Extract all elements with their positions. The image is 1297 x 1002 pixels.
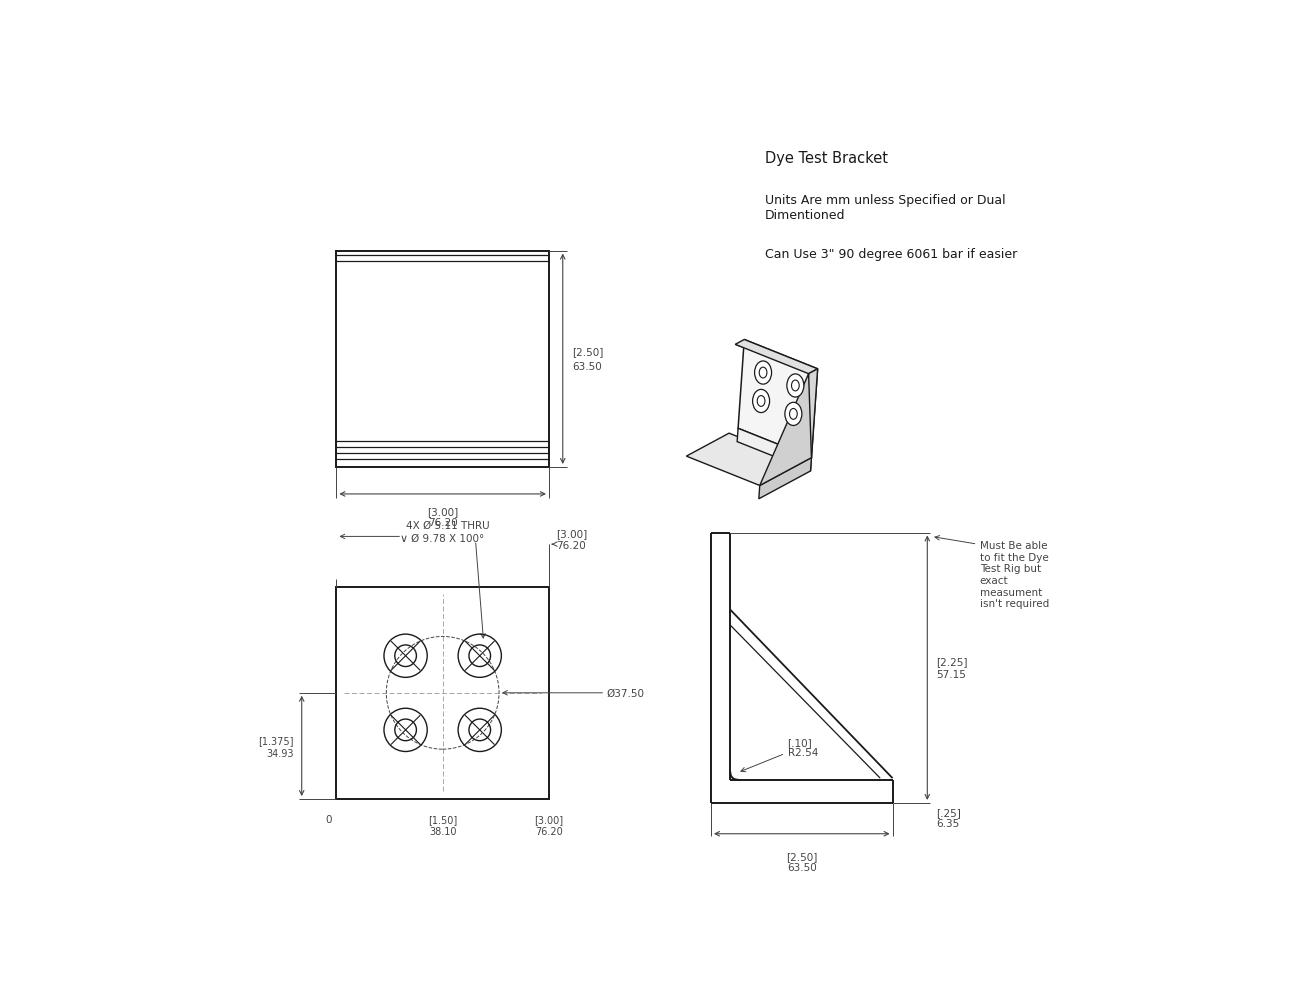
Polygon shape [759, 458, 812, 499]
Text: Units Are mm unless Specified or Dual
Dimentioned: Units Are mm unless Specified or Dual Di… [765, 193, 1005, 221]
Text: [2.50]: [2.50] [572, 347, 603, 357]
Text: 63.50: 63.50 [787, 863, 817, 873]
Ellipse shape [755, 362, 772, 385]
Ellipse shape [757, 396, 765, 407]
Text: [3.00]: [3.00] [556, 528, 588, 538]
Text: Ø 9.78 X 100°: Ø 9.78 X 100° [411, 533, 485, 543]
Text: 63.50: 63.50 [572, 362, 602, 372]
Text: 57.15: 57.15 [936, 669, 966, 679]
Polygon shape [735, 340, 817, 375]
Text: 38.10: 38.10 [429, 827, 457, 837]
Text: [1.50]: [1.50] [428, 815, 458, 825]
Bar [336, 252, 549, 467]
Text: 0: 0 [326, 815, 332, 825]
Text: R2.54: R2.54 [787, 747, 818, 758]
Bar [336, 587, 549, 800]
Text: Must Be able
to fit the Dye
Test Rig but
exact
measument
isn't required: Must Be able to fit the Dye Test Rig but… [979, 541, 1049, 608]
Ellipse shape [791, 381, 799, 392]
Ellipse shape [785, 403, 802, 426]
Text: [.10]: [.10] [787, 737, 812, 747]
Ellipse shape [790, 409, 798, 420]
Text: [2.50]: [2.50] [786, 851, 817, 861]
Text: 76.20: 76.20 [534, 827, 563, 837]
Text: 76.20: 76.20 [556, 541, 586, 551]
Text: 6.35: 6.35 [936, 818, 960, 828]
Ellipse shape [752, 390, 769, 413]
Ellipse shape [787, 375, 804, 398]
Text: [2.25]: [2.25] [936, 657, 968, 667]
Text: [1.375]: [1.375] [258, 735, 294, 745]
Text: 34.93: 34.93 [266, 748, 294, 759]
Polygon shape [738, 340, 817, 458]
Text: Can Use 3" 90 degree 6061 bar if easier: Can Use 3" 90 degree 6061 bar if easier [765, 247, 1017, 261]
Text: Dye Test Bracket: Dye Test Bracket [765, 151, 888, 166]
Text: [.25]: [.25] [936, 808, 961, 818]
Text: 4X Ø 5.11 THRU: 4X Ø 5.11 THRU [406, 521, 489, 531]
Polygon shape [803, 370, 817, 463]
Text: 76.20: 76.20 [428, 517, 458, 527]
Polygon shape [686, 434, 803, 486]
Ellipse shape [759, 368, 767, 379]
Text: [3.00]: [3.00] [534, 815, 563, 825]
Text: [3.00]: [3.00] [427, 506, 458, 516]
Text: Ø37.50: Ø37.50 [607, 688, 645, 698]
Polygon shape [737, 429, 812, 472]
Text: ∨: ∨ [399, 533, 407, 543]
Polygon shape [760, 375, 812, 486]
